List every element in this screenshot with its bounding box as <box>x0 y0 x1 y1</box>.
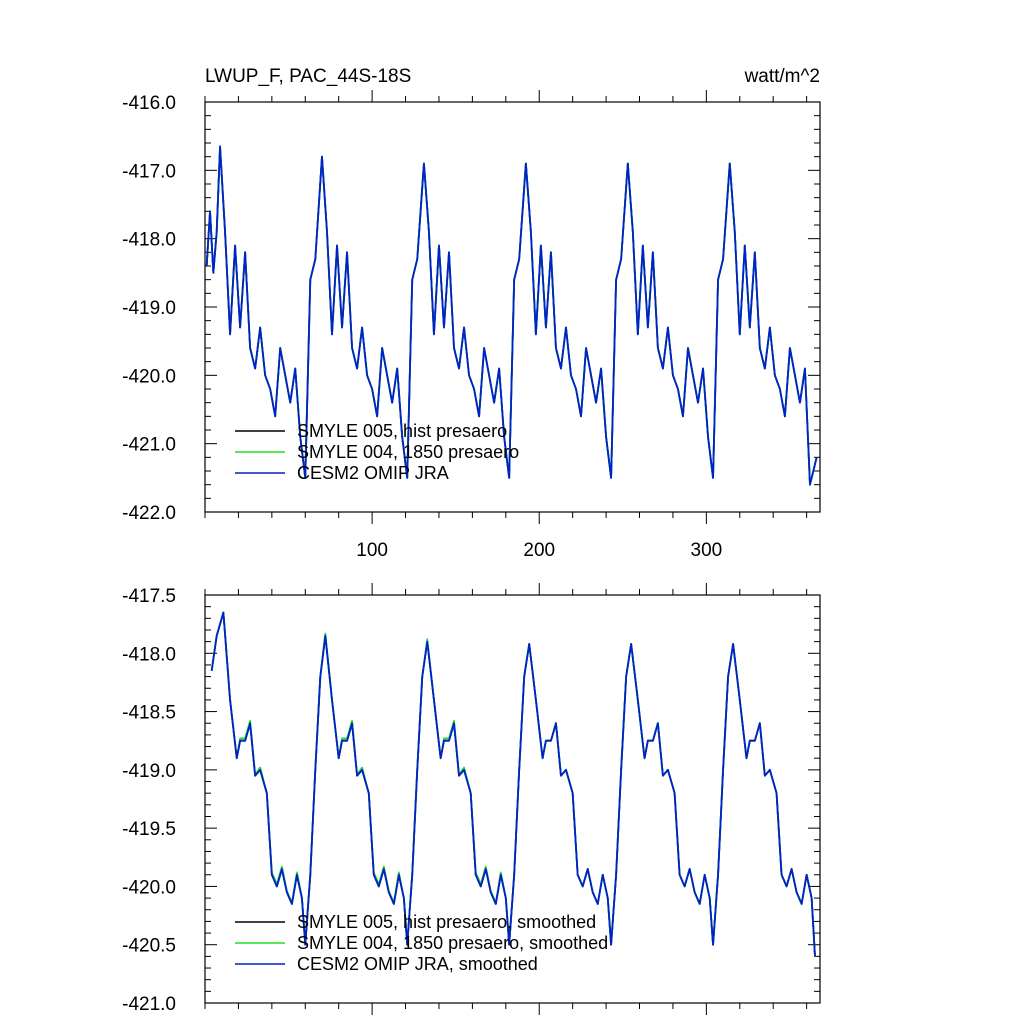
y-tick-label: -418.0 <box>122 230 176 251</box>
x-tick-label: 100 <box>356 540 388 561</box>
series-line <box>205 145 818 486</box>
y-tick-label: -421.0 <box>122 994 176 1015</box>
legend-label: SMYLE 004, 1850 presaero, smoothed <box>297 933 608 953</box>
y-tick-label: -420.5 <box>122 936 176 957</box>
y-tick-label: -419.0 <box>122 761 176 782</box>
y-tick-label: -419.0 <box>122 298 176 319</box>
legend-label: CESM2 OMIP JRA <box>297 463 449 483</box>
y-tick-label: -417.5 <box>122 586 176 607</box>
legend-label: SMYLE 005, hist presaero <box>297 421 507 441</box>
chart-title: LWUP_F, PAC_44S-18S <box>205 66 411 87</box>
y-tick-label: -416.0 <box>122 93 176 114</box>
legend-label: SMYLE 004, 1850 presaero <box>297 442 519 462</box>
y-tick-label: -420.0 <box>122 366 176 387</box>
series-line <box>210 611 816 957</box>
legend-label: CESM2 OMIP JRA, smoothed <box>297 954 538 974</box>
y-tick-label: -419.5 <box>122 819 176 840</box>
x-tick-label: 300 <box>691 540 723 561</box>
y-tick-label: -420.0 <box>122 877 176 898</box>
y-tick-label: -418.0 <box>122 644 176 665</box>
legend-label: SMYLE 005, hist presaero, smoothed <box>297 912 596 932</box>
plot-frame <box>204 594 821 1004</box>
y-tick-label: -421.0 <box>122 435 176 456</box>
y-tick-label: -418.5 <box>122 703 176 724</box>
y-tick-label: -417.0 <box>122 161 176 182</box>
x-tick-label: 200 <box>523 540 555 561</box>
units-label: watt/m^2 <box>744 66 820 87</box>
y-tick-label: -422.0 <box>122 503 176 524</box>
